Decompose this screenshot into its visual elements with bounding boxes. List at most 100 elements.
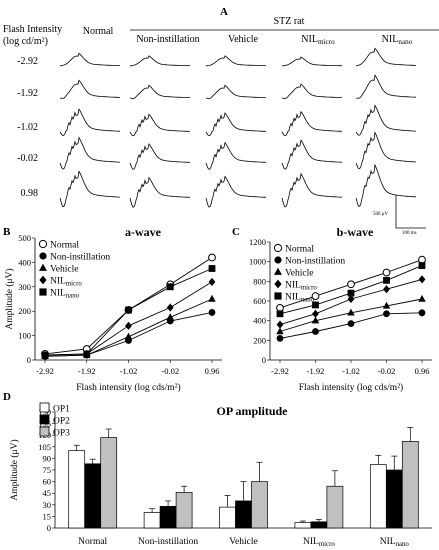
erg-trace xyxy=(129,113,190,137)
data-point xyxy=(311,316,320,324)
legend-marker xyxy=(274,292,282,300)
y-tick-label: 15 xyxy=(43,511,52,521)
data-point xyxy=(41,351,49,359)
chart-d-title: OP amplitude xyxy=(216,404,288,418)
legend-marker xyxy=(274,279,282,289)
bar xyxy=(251,481,268,529)
data-point xyxy=(347,280,355,289)
y-tick-label: 60 xyxy=(43,477,52,487)
legend-label: NILmicro xyxy=(285,281,317,292)
bar xyxy=(84,463,102,529)
category-label: Non-instillation xyxy=(138,537,198,547)
y-axis-label: Amplitude (μV) xyxy=(4,268,15,329)
data-point xyxy=(418,262,426,269)
legend-marker xyxy=(274,256,282,264)
data-point xyxy=(311,292,320,300)
data-point xyxy=(208,277,216,286)
chart-c-title: b-wave xyxy=(337,225,374,239)
data-point xyxy=(383,285,390,294)
panel-label-c: C xyxy=(232,226,240,238)
panel-d: D OP amplitude 0153045607590105120135150… xyxy=(3,391,432,548)
x-tick-label: -1.02 xyxy=(120,366,138,376)
data-point xyxy=(347,289,355,297)
legend-label: Non-instillation xyxy=(285,257,345,267)
category-label: NILnano xyxy=(380,537,410,548)
y-tick-label: 200 xyxy=(253,335,266,345)
x-axis-label: Flash intensity (log cds/m²) xyxy=(299,382,403,393)
panel-label-d: D xyxy=(3,391,11,403)
erg-trace xyxy=(281,110,342,137)
erg-trace xyxy=(205,55,267,67)
erg-trace xyxy=(281,83,342,99)
y-tick-label: 400 xyxy=(18,257,31,267)
legend-label: OP1 xyxy=(53,405,70,415)
legend-label: NILmicro xyxy=(50,277,82,288)
y-tick-label: 0 xyxy=(27,355,31,365)
data-point xyxy=(347,294,355,304)
intensity-label: -2.92 xyxy=(17,56,38,67)
data-point xyxy=(208,253,216,262)
y-tick-label: 800 xyxy=(253,276,266,286)
data-point xyxy=(166,313,174,321)
erg-trace xyxy=(129,176,190,208)
y-tick-label: 0 xyxy=(262,355,266,365)
category-label: Vehicle xyxy=(229,537,258,547)
column-header: NILmicro xyxy=(301,34,335,46)
x-tick-label: -2.92 xyxy=(36,366,54,376)
data-point xyxy=(83,350,91,358)
intensity-label: 0.98 xyxy=(21,188,39,199)
bar xyxy=(100,437,118,529)
erg-trace xyxy=(205,112,267,137)
x-tick-label: 0.96 xyxy=(205,366,220,376)
intensity-label: -0.02 xyxy=(17,153,38,164)
y-tick-label: 600 xyxy=(253,296,266,306)
data-point xyxy=(418,294,426,302)
legend-marker xyxy=(38,239,48,249)
erg-trace xyxy=(59,52,121,67)
legend-label: Non-instillation xyxy=(50,253,110,263)
bar xyxy=(310,521,328,529)
data-point xyxy=(276,334,284,342)
data-point xyxy=(124,332,133,340)
legend-marker xyxy=(39,252,47,260)
panel-b: B a-wave 0 100 200 300 400 500 -2.92 -1.92 -1.02… xyxy=(3,225,222,393)
legend-marker xyxy=(274,267,282,275)
legend-label: Normal xyxy=(50,241,79,251)
panel-c: C b-wave 0 200 400 600 800 1000 1200 -2.92 -1.92… xyxy=(232,225,432,393)
column-header: NILnano xyxy=(382,34,413,46)
y-tick-label: 300 xyxy=(18,282,31,292)
data-point xyxy=(312,301,319,309)
data-point xyxy=(276,320,284,329)
y-tick-label: 105 xyxy=(38,442,51,452)
intensity-label: -1.02 xyxy=(17,122,38,133)
bar xyxy=(294,522,312,529)
x-tick-label: -1.92 xyxy=(307,366,325,376)
legend-marker xyxy=(39,288,47,296)
y-axis-label: Amplitude (μV) xyxy=(9,439,20,500)
y-tick-label: 90 xyxy=(43,453,52,463)
legend-label: Vehicle xyxy=(50,265,79,275)
flash-intensity-label: Flash Intensity xyxy=(3,24,62,35)
data-point xyxy=(382,268,391,277)
scale-bar-voltage: 500 μV xyxy=(373,212,388,217)
bar xyxy=(369,464,387,529)
bar xyxy=(219,506,236,529)
y-tick-label: 0 xyxy=(47,523,51,533)
data-point xyxy=(418,309,426,317)
bar xyxy=(175,492,193,529)
data-point xyxy=(383,276,390,284)
data-point xyxy=(347,308,355,316)
scale-bar: 500 μV 100 ms xyxy=(373,195,426,236)
y-tick-label: 45 xyxy=(43,488,52,498)
erg-trace xyxy=(59,170,120,208)
data-point xyxy=(208,265,216,272)
legend-label: OP2 xyxy=(53,417,70,427)
x-tick-label: 0.96 xyxy=(415,366,430,376)
legend-marker xyxy=(39,263,47,271)
x-tick-label: -1.92 xyxy=(78,366,96,376)
bar xyxy=(326,485,344,529)
data-point xyxy=(166,303,174,312)
erg-trace xyxy=(355,47,416,67)
stz-header: STZ rat xyxy=(274,16,305,27)
